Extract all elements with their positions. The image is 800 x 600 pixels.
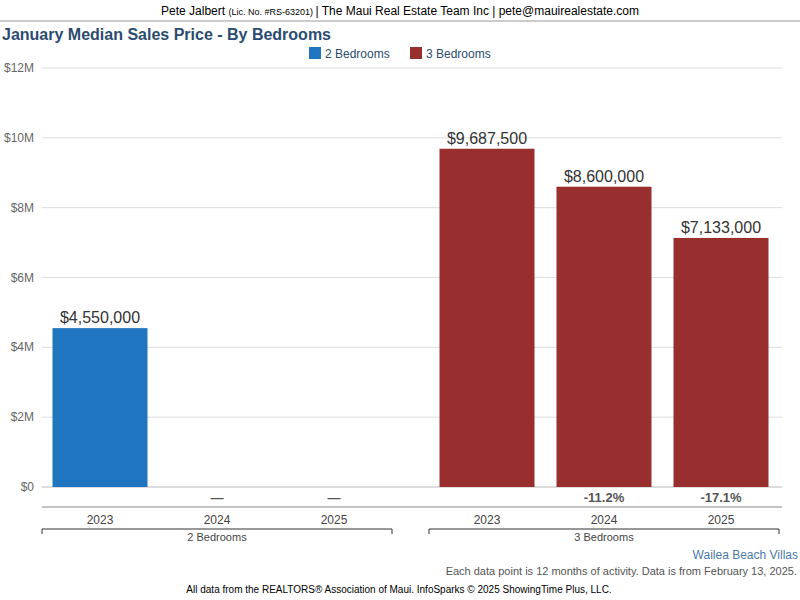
grid-line	[42, 417, 782, 418]
y-tick-label: $4M	[11, 340, 34, 354]
title: January Median Sales Price - By Bedrooms	[2, 26, 331, 43]
y-tick-label: $6M	[11, 271, 34, 285]
bar	[53, 328, 148, 487]
note: Each data point is 12 months of activity…	[446, 565, 797, 577]
header-license: (Lic. No. #RS-63201)	[228, 7, 315, 17]
grid-line	[42, 68, 782, 69]
group-label: 2 Bedrooms	[187, 531, 247, 543]
change-label: —	[328, 490, 341, 505]
data-label: $9,687,500	[447, 130, 527, 147]
source: All data from the REALTORS® Association …	[186, 584, 611, 595]
chart: Pete Jalbert (Lic. No. #RS-63201) | The …	[0, 0, 800, 600]
x-tick-label: 2025	[321, 513, 348, 527]
x-tick-label: 2024	[591, 513, 618, 527]
header-bg	[0, 0, 800, 21]
x-tick-label: 2023	[87, 513, 114, 527]
grid-line	[42, 347, 782, 348]
grid-line	[42, 137, 782, 138]
location: Wailea Beach Villas	[693, 548, 798, 562]
change-label: -11.2%	[584, 490, 625, 505]
bars	[53, 149, 769, 487]
bar	[440, 149, 535, 487]
group-label: 3 Bedrooms	[574, 531, 634, 543]
x-tick-label: 2025	[708, 513, 735, 527]
bar	[557, 187, 652, 487]
x-axis	[42, 507, 782, 508]
header-agent: Pete Jalbert	[161, 4, 228, 18]
y-tick-label: $0	[21, 480, 35, 494]
header-rule	[0, 21, 800, 22]
grid-line	[42, 207, 782, 208]
data-label: $7,133,000	[681, 219, 761, 236]
grid-line	[42, 487, 782, 488]
y-tick-label: $10M	[4, 131, 34, 145]
legend-label: 2 Bedrooms	[325, 47, 390, 61]
legend-swatch	[309, 47, 321, 59]
change-label: -17.1%	[700, 490, 742, 505]
data-label: $4,550,000	[60, 309, 140, 326]
legend-swatch	[410, 47, 422, 59]
change-label: —	[211, 490, 224, 505]
grid-line	[42, 277, 782, 278]
data-label: $8,600,000	[564, 168, 644, 185]
legend-label: 3 Bedrooms	[426, 47, 491, 61]
header: Pete Jalbert (Lic. No. #RS-63201) | The …	[161, 4, 639, 18]
y-tick-label: $8M	[11, 201, 34, 215]
header-rest: | The Maui Real Estate Team Inc | pete@m…	[315, 4, 638, 18]
y-tick-label: $12M	[4, 61, 34, 75]
y-axis	[42, 68, 43, 487]
bar	[674, 238, 769, 487]
x-tick-label: 2023	[474, 513, 501, 527]
x-tick-label: 2024	[204, 513, 231, 527]
y-tick-label: $2M	[11, 410, 34, 424]
